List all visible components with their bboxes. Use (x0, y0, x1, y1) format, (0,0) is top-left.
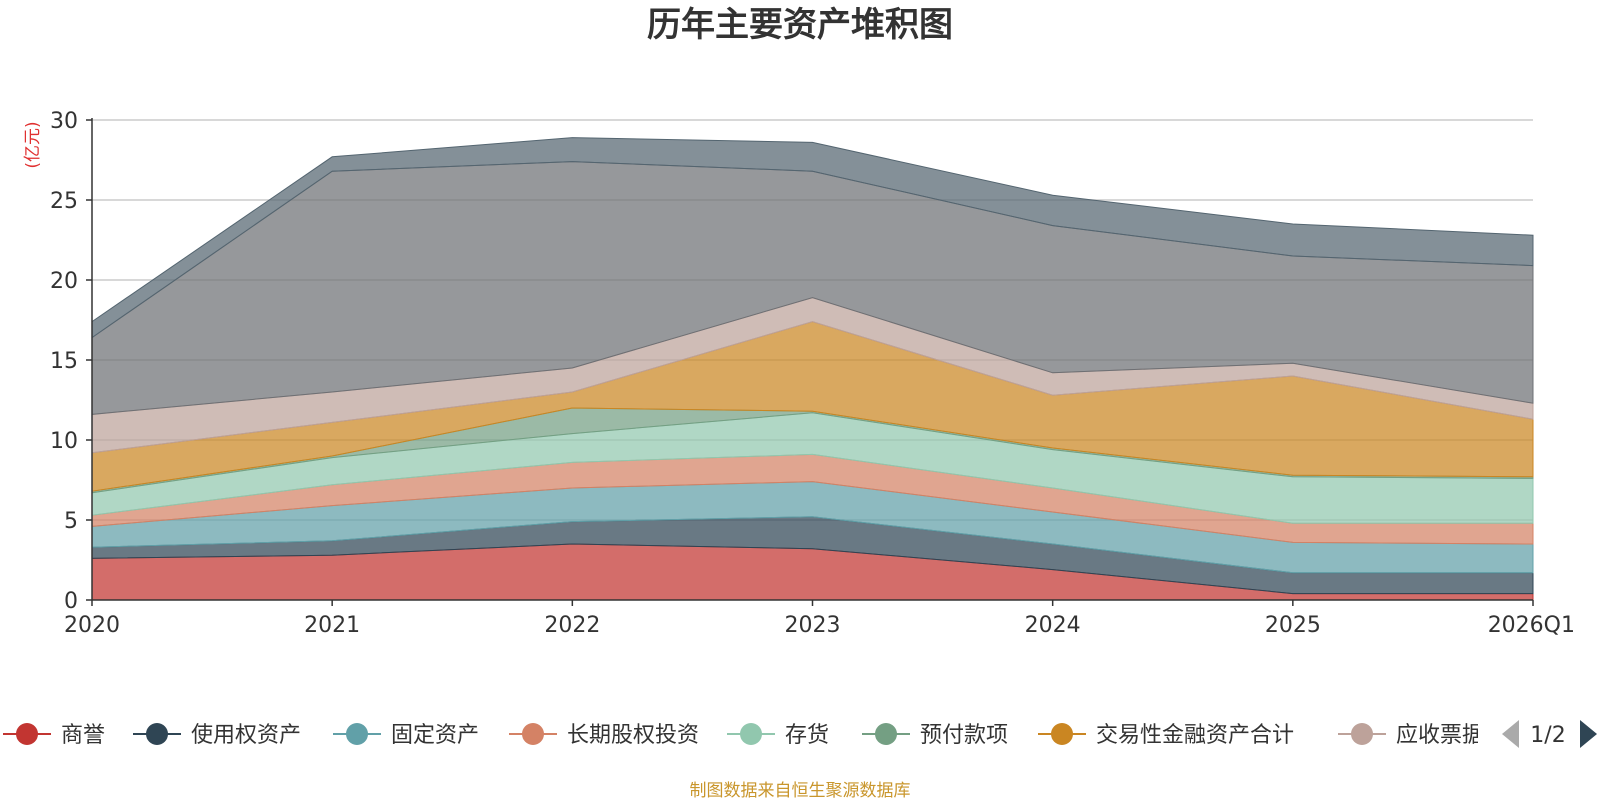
data-source-note: 制图数据来自恒生聚源数据库 (690, 781, 911, 800)
x-tick-label: 2025 (1265, 613, 1321, 638)
legend-label: 商誉 (61, 723, 105, 748)
legend-label: 预付款项 (920, 723, 1008, 748)
x-tick-label: 2020 (64, 613, 120, 638)
legend-marker-dot (146, 723, 168, 745)
y-tick-label: 15 (50, 349, 78, 374)
y-tick-label: 0 (64, 589, 78, 614)
legend-label: 长期股权投资 (567, 723, 699, 748)
y-axis-unit-label: (亿元) (23, 121, 43, 168)
legend: 商誉 使用权资产 固定资产 长期股权投资 存货 预付款项 交易性金融资产合计 应收票据 (3, 723, 1484, 748)
legend-marker-dot (1351, 723, 1373, 745)
legend-item-2[interactable]: 固定资产 (333, 723, 479, 748)
legend-item-4[interactable]: 存货 (727, 723, 829, 748)
axes (86, 118, 1534, 606)
area-series-9 (91, 137, 1534, 339)
legend-item-1[interactable]: 使用权资产 (133, 723, 301, 748)
legend-label: 交易性金融资产合计 (1096, 723, 1294, 748)
legend-item-6[interactable]: 交易性金融资产合计 (1038, 723, 1294, 748)
legend-pager: 1/2 (1502, 720, 1597, 748)
y-tick-label: 25 (50, 189, 78, 214)
legend-item-3[interactable]: 长期股权投资 (509, 723, 699, 748)
legend-item-5[interactable]: 预付款项 (862, 723, 1008, 748)
x-tick-label: 2026Q1 (1488, 613, 1575, 638)
legend-label: 使用权资产 (191, 723, 301, 748)
legend-item-7[interactable]: 应收票据 (1338, 723, 1484, 748)
legend-item-0[interactable]: 商誉 (3, 723, 105, 748)
legend-marker-dot (522, 723, 544, 745)
legend-page-indicator: 1/2 (1530, 723, 1565, 748)
legend-items: 商誉 使用权资产 固定资产 长期股权投资 存货 预付款项 交易性金融资产合计 应收票据 (3, 723, 1484, 748)
legend-label: 固定资产 (391, 723, 479, 748)
y-axis-tick-labels: 0 5 10 15 20 25 30 (50, 109, 78, 614)
legend-marker-dot (1051, 723, 1073, 745)
y-tick-label: 5 (64, 509, 78, 534)
x-tick-label: 2022 (544, 613, 600, 638)
y-tick-label: 20 (50, 269, 78, 294)
legend-marker-dot (875, 723, 897, 745)
area-series-group (91, 137, 1534, 601)
x-tick-label: 2024 (1025, 613, 1081, 638)
chart-title: 历年主要资产堆积图 (647, 5, 953, 45)
legend-marker-dot (16, 723, 38, 745)
legend-label: 应收票据 (1396, 723, 1484, 748)
legend-prev-page-icon[interactable] (1502, 720, 1519, 748)
x-tick-label: 2023 (785, 613, 841, 638)
legend-marker-dot (346, 723, 368, 745)
y-tick-label: 30 (50, 109, 78, 134)
legend-marker-dot (740, 723, 762, 745)
y-tick-label: 10 (50, 429, 78, 454)
legend-label: 存货 (785, 723, 829, 748)
legend-next-page-icon[interactable] (1580, 720, 1597, 748)
x-axis-tick-labels: 2020 2021 2022 2023 2024 2025 2026Q1 (64, 613, 1575, 638)
x-tick-label: 2021 (304, 613, 360, 638)
